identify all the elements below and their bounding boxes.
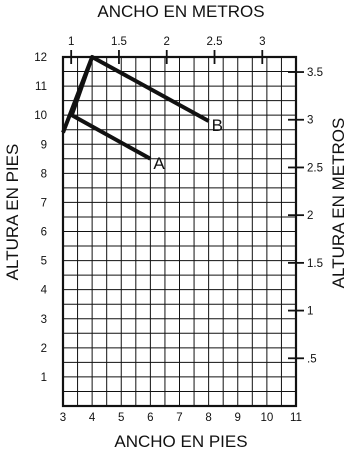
x2-tick-label: 2.5 — [207, 36, 223, 48]
y-tick-label: 7 — [41, 197, 47, 209]
series-line-b — [91, 55, 210, 123]
x2-tick-label: 3 — [259, 36, 265, 48]
x-tick-label: 11 — [290, 412, 302, 424]
series-lines: AB — [61, 55, 223, 173]
y2-tick-label: 3.5 — [307, 67, 323, 79]
y-tick-label: 3 — [41, 314, 47, 326]
y-tick-label: 8 — [41, 168, 47, 180]
x2-tick-label: 1 — [68, 36, 74, 48]
y2-axis-title: ALTURA EN METROS — [329, 118, 348, 289]
y2-tick-label: 1.5 — [307, 258, 323, 270]
y2-tick-label: 2.5 — [307, 162, 323, 174]
y-tick-label: 10 — [34, 110, 47, 122]
series-line-a — [61, 55, 152, 161]
grid — [62, 56, 297, 407]
y-tick-label: 1 — [41, 372, 47, 384]
y2-tick-label: .5 — [307, 353, 317, 365]
y2-tick-label: 3 — [307, 115, 313, 127]
x-tick-label: 3 — [60, 412, 66, 424]
y-tick-label: 4 — [41, 285, 48, 297]
x-tick-label: 5 — [118, 412, 124, 424]
x-axis-title: ANCHO EN PIES — [114, 432, 247, 451]
y2-tick-label: 1 — [307, 306, 313, 318]
y-tick-label: 6 — [41, 227, 47, 239]
x-tick-label: 10 — [260, 412, 273, 424]
x-tick-label: 6 — [147, 412, 153, 424]
y-tick-label: 12 — [34, 52, 47, 64]
x-tick-label: 4 — [89, 412, 96, 424]
y-tick-label: 9 — [41, 139, 47, 151]
y-tick-label: 11 — [35, 81, 47, 93]
x2-axis-title: ANCHO EN METROS — [97, 2, 264, 21]
plot-frame — [61, 55, 298, 408]
x2-tick-label: 2 — [164, 36, 170, 48]
y2-tick-label: 2 — [307, 210, 313, 222]
ticks — [70, 50, 304, 360]
x-tick-label: 9 — [235, 412, 241, 424]
y-axis-title: ALTURA EN PIES — [3, 144, 22, 281]
x-tick-label: 7 — [176, 412, 182, 424]
y-tick-label: 5 — [41, 256, 47, 268]
x2-tick-label: 1.5 — [111, 36, 127, 48]
x-tick-label: 8 — [205, 412, 211, 424]
series-label-a: A — [153, 154, 165, 173]
series-label-b: B — [212, 116, 223, 135]
y-tick-label: 2 — [41, 343, 47, 355]
